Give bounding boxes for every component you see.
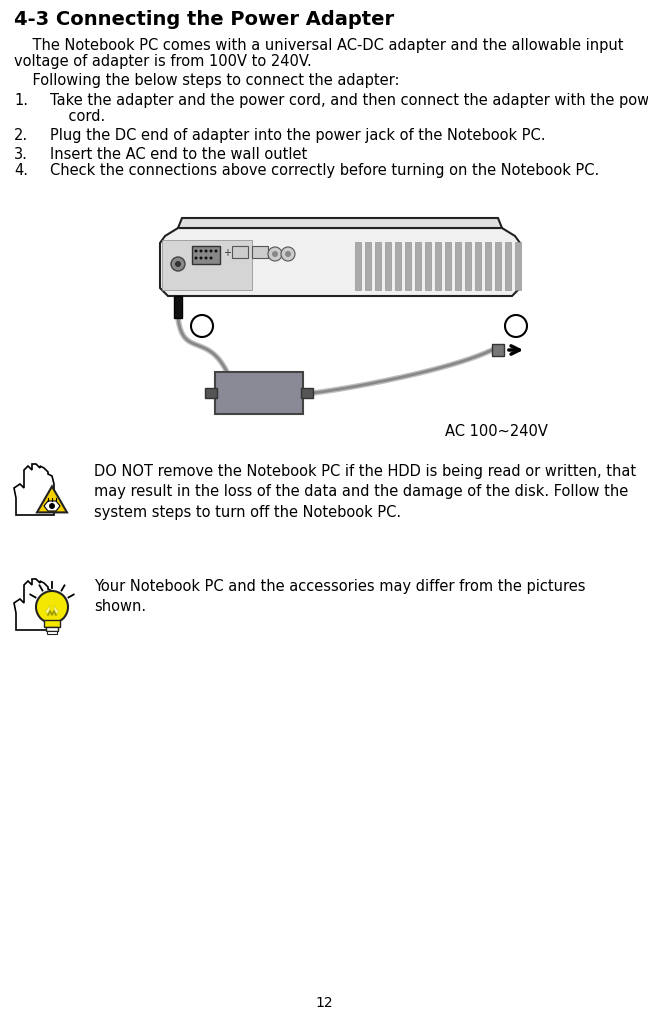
Circle shape	[194, 256, 198, 260]
Bar	[205, 388, 217, 398]
Text: Plug the DC end of adapter into the power jack of the Notebook PC.: Plug the DC end of adapter into the powe…	[50, 128, 546, 143]
Circle shape	[205, 249, 207, 252]
Text: AC 100~240V: AC 100~240V	[445, 424, 548, 439]
Polygon shape	[178, 218, 502, 228]
Circle shape	[36, 591, 68, 623]
Circle shape	[272, 251, 278, 256]
Circle shape	[214, 249, 218, 252]
Text: 4.: 4.	[14, 163, 28, 177]
Bar	[192, 246, 220, 264]
Circle shape	[200, 249, 202, 252]
Text: voltage of adapter is from 100V to 240V.: voltage of adapter is from 100V to 240V.	[14, 54, 312, 69]
Circle shape	[171, 256, 185, 271]
Text: 1.: 1.	[14, 93, 28, 108]
Bar	[47, 631, 57, 634]
Text: cord.: cord.	[50, 109, 105, 124]
Text: Take the adapter and the power cord, and then connect the adapter with the power: Take the adapter and the power cord, and…	[50, 93, 648, 108]
Polygon shape	[37, 486, 67, 512]
Circle shape	[49, 503, 55, 509]
Bar	[301, 388, 313, 398]
Circle shape	[281, 247, 295, 261]
Bar	[435, 242, 441, 290]
Polygon shape	[160, 228, 520, 295]
Text: +: +	[223, 248, 231, 258]
Circle shape	[191, 315, 213, 337]
Text: 2: 2	[511, 319, 521, 333]
Bar	[232, 246, 248, 258]
Text: 3.: 3.	[14, 147, 28, 162]
Polygon shape	[14, 464, 54, 515]
Polygon shape	[54, 605, 59, 615]
Bar	[385, 242, 391, 290]
Text: DO NOT remove the Notebook PC if the HDD is being read or written, that
may resu: DO NOT remove the Notebook PC if the HDD…	[94, 464, 636, 520]
Bar	[405, 242, 411, 290]
Text: 12: 12	[315, 996, 333, 1010]
Bar	[465, 242, 471, 290]
Text: Check the connections above correctly before turning on the Notebook PC.: Check the connections above correctly be…	[50, 163, 599, 177]
Bar	[365, 242, 371, 290]
Bar	[485, 242, 491, 290]
Text: Your Notebook PC and the accessories may differ from the pictures
shown.: Your Notebook PC and the accessories may…	[94, 579, 586, 615]
Bar	[162, 240, 252, 290]
Circle shape	[209, 256, 213, 260]
Bar	[492, 344, 504, 356]
Bar	[174, 295, 182, 318]
Bar	[252, 246, 268, 258]
Circle shape	[505, 315, 527, 337]
Circle shape	[194, 249, 198, 252]
Circle shape	[205, 256, 207, 260]
Text: 2.: 2.	[14, 128, 28, 143]
Text: Insert the AC end to the wall outlet: Insert the AC end to the wall outlet	[50, 147, 307, 162]
Bar	[445, 242, 451, 290]
Bar	[375, 242, 381, 290]
Bar	[475, 242, 481, 290]
Bar	[355, 242, 361, 290]
Circle shape	[175, 261, 181, 267]
Polygon shape	[44, 501, 60, 511]
Polygon shape	[45, 605, 50, 615]
Bar	[425, 242, 431, 290]
Bar	[395, 242, 401, 290]
Bar	[415, 242, 421, 290]
Text: 4-3 Connecting the Power Adapter: 4-3 Connecting the Power Adapter	[14, 10, 394, 29]
Circle shape	[200, 256, 202, 260]
Circle shape	[268, 247, 282, 261]
Bar	[46, 627, 58, 631]
Bar	[455, 242, 461, 290]
Polygon shape	[14, 579, 54, 630]
Text: 1: 1	[197, 319, 207, 333]
Bar	[495, 242, 501, 290]
Bar	[515, 242, 521, 290]
Bar	[215, 372, 303, 415]
Circle shape	[209, 249, 213, 252]
Circle shape	[285, 251, 291, 256]
Text: The Notebook PC comes with a universal AC-DC adapter and the allowable input: The Notebook PC comes with a universal A…	[14, 38, 623, 53]
Bar	[44, 620, 60, 627]
Bar	[505, 242, 511, 290]
Text: Following the below steps to connect the adapter:: Following the below steps to connect the…	[14, 73, 400, 88]
